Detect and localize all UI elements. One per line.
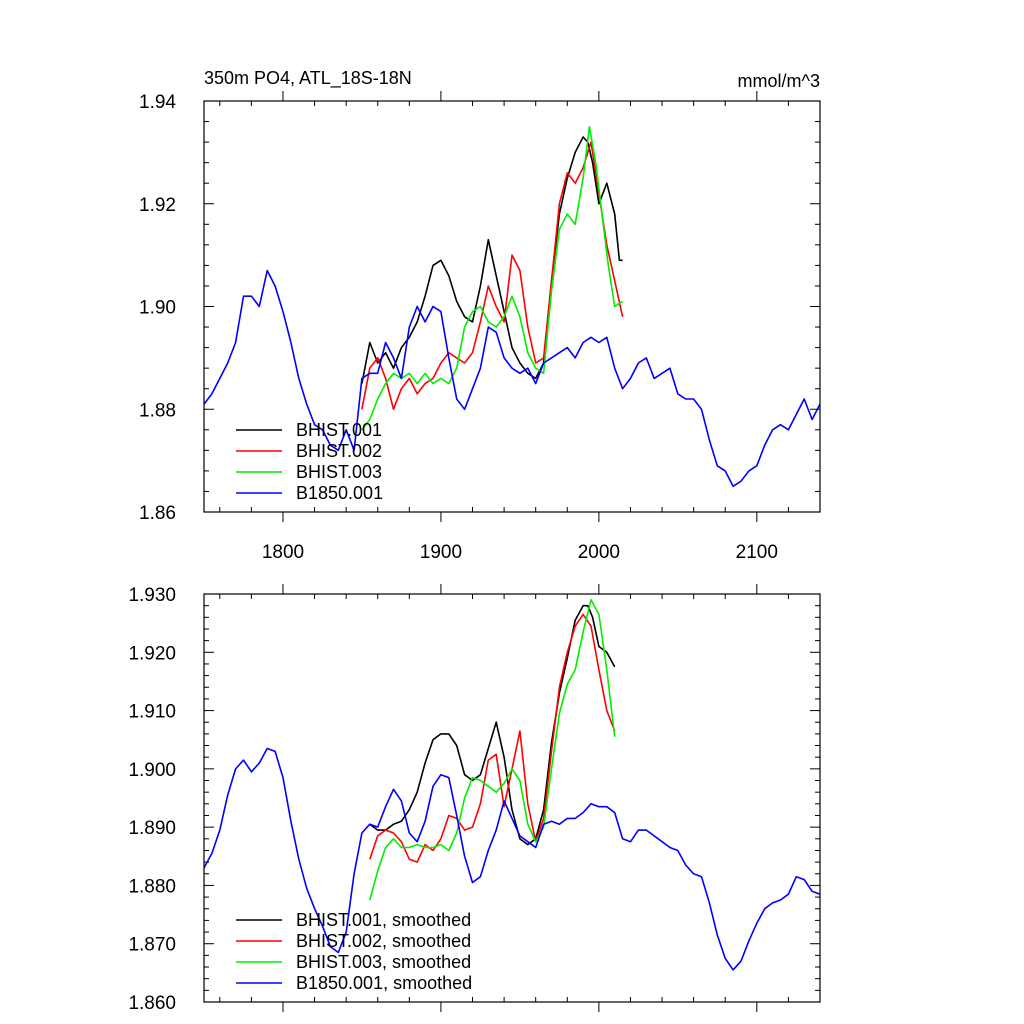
bottom-chart-ticks: 1.860 1.870 1.880 1.890 1.900 1.910 1.920 1.930: [128, 584, 821, 1014]
bottom-legend-label-1: BHIST.001, smoothed: [296, 910, 471, 930]
bottom-series-line-4: [203, 747, 821, 971]
bottom-ytick-label: 1.900: [128, 760, 176, 781]
bottom-ytick-label: 1.910: [128, 702, 176, 723]
top-legend-label-1: BHIST.001: [296, 420, 382, 440]
bottom-legend-label-4: B1850.001, smoothed: [296, 973, 472, 993]
top-chart-title: 350m PO4, ATL_18S-18N: [204, 68, 412, 89]
bottom-ytick-label: 1.880: [128, 876, 176, 897]
top-legend-label-3: BHIST.003: [296, 462, 382, 482]
top-chart-frame: [203, 100, 821, 513]
bottom-chart-frame: [203, 593, 821, 1003]
top-series-line-2: [361, 141, 624, 411]
top-series-line-3: [361, 125, 624, 431]
top-chart-panel: 350m PO4, ATL_18S-18N mmol/m^3 1.861.881…: [139, 68, 821, 563]
top-ytick-label: 1.88: [139, 400, 176, 421]
top-ytick-label: 1.86: [139, 503, 176, 524]
top-xtick-label: 2100: [736, 542, 778, 563]
top-legend-label-2: BHIST.002: [296, 441, 382, 461]
top-legend-label-4: B1850.001: [296, 483, 383, 503]
top-chart-ticks: 1.86 1.88 1.90 1.92 1.94 1800 1900 2000 2100: [139, 91, 821, 563]
top-ytick-label: 1.92: [139, 195, 176, 216]
bottom-ytick-label: 1.890: [128, 818, 176, 839]
top-chart-series: [203, 125, 821, 488]
top-xtick-label: 1800: [262, 542, 304, 563]
top-ytick-label: 1.94: [139, 92, 176, 113]
top-series-line-4: [203, 269, 821, 488]
bottom-ytick-label: 1.920: [128, 643, 176, 664]
top-ytick-label: 1.90: [139, 298, 176, 319]
bottom-legend-label-3: BHIST.003, smoothed: [296, 952, 471, 972]
top-xtick-label: 1900: [420, 542, 462, 563]
bottom-ytick-label: 1.930: [128, 585, 176, 606]
bottom-chart-series: [203, 598, 821, 971]
top-chart-units: mmol/m^3: [738, 71, 820, 91]
bottom-legend-label-2: BHIST.002, smoothed: [296, 931, 471, 951]
bottom-series-line-1: [369, 604, 616, 846]
bottom-ytick-label: 1.870: [128, 935, 176, 956]
bottom-ytick-label: 1.860: [128, 993, 176, 1014]
bottom-series-line-2: [369, 613, 616, 863]
bottom-chart-panel: 1.860 1.870 1.880 1.890 1.900 1.910 1.920 1.930…: [128, 584, 821, 1014]
bottom-series-line-3: [369, 598, 616, 901]
top-xtick-label: 2000: [578, 542, 620, 563]
